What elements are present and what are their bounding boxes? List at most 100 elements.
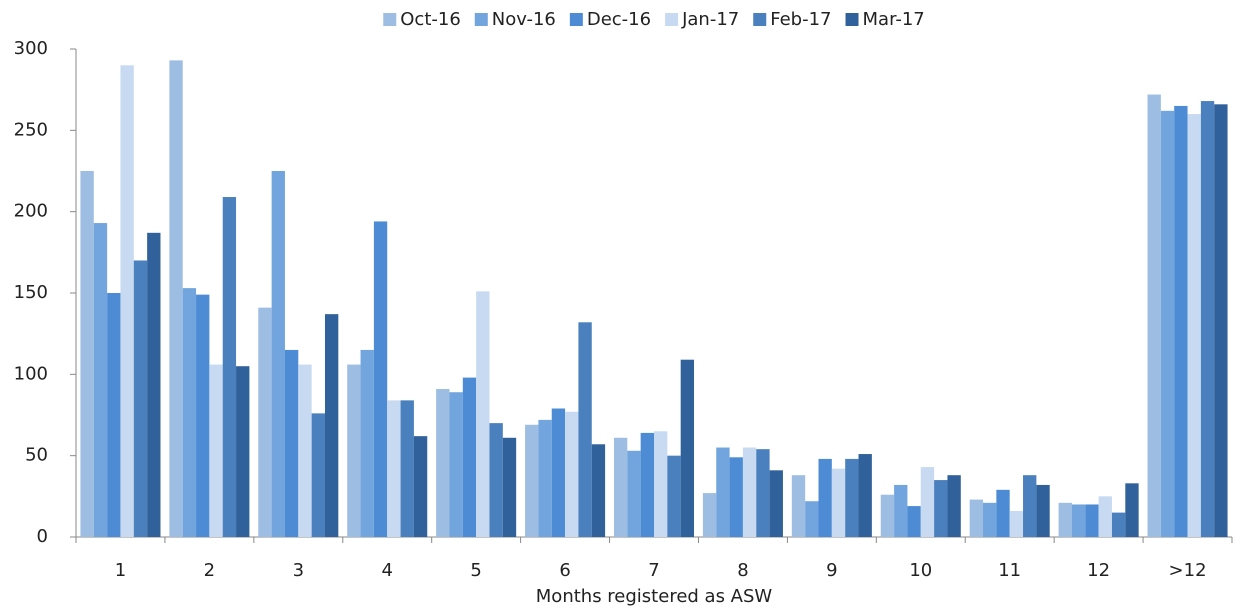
- bar: [742, 447, 757, 537]
- y-tick-label: 150: [14, 282, 48, 303]
- y-tick-label: 100: [14, 363, 48, 384]
- bar: [360, 349, 374, 537]
- bar: [449, 392, 463, 537]
- bar: [578, 322, 592, 537]
- bar: [729, 457, 743, 537]
- bar: [1200, 101, 1215, 537]
- legend-swatch: [753, 13, 767, 26]
- bar: [591, 444, 606, 537]
- legend-swatch: [665, 13, 679, 26]
- bar: [476, 291, 490, 537]
- bar: [613, 437, 628, 537]
- bar: [436, 388, 450, 537]
- bar: [680, 359, 695, 537]
- bar: [538, 419, 552, 537]
- bar: [1023, 475, 1037, 537]
- x-tick-label: 3: [293, 560, 304, 581]
- bar: [387, 400, 401, 537]
- bar: [1174, 105, 1188, 537]
- x-tick-label: >12: [1169, 560, 1207, 581]
- x-tick-label: 2: [204, 560, 215, 581]
- legend-swatch: [474, 13, 488, 26]
- bar: [1111, 512, 1126, 537]
- bar: [311, 413, 325, 537]
- bar: [489, 423, 503, 537]
- legend-label: Jan-17: [681, 9, 739, 30]
- bar: [258, 307, 272, 537]
- x-tick-label: 10: [909, 560, 932, 581]
- bar: [565, 411, 579, 537]
- bar: [1098, 496, 1112, 537]
- x-axis-label: Months registered as ASW: [536, 586, 773, 607]
- bar: [858, 454, 872, 537]
- bar: [222, 197, 237, 537]
- legend-swatch: [845, 13, 859, 26]
- x-tick-label: 11: [998, 560, 1021, 581]
- bar: [1187, 114, 1201, 538]
- bar: [462, 377, 477, 537]
- x-tick-label: 7: [648, 560, 659, 581]
- y-tick-label: 250: [14, 119, 48, 140]
- bar: [196, 294, 210, 537]
- bar: [1125, 483, 1139, 537]
- bar: [551, 408, 566, 537]
- bar: [133, 260, 148, 537]
- legend-label: Dec-16: [587, 9, 651, 30]
- bar: [818, 458, 832, 537]
- bar: [934, 480, 948, 537]
- bar: [169, 60, 183, 538]
- legend-label: Oct-16: [400, 9, 461, 30]
- bar: [1147, 94, 1161, 538]
- bar: [502, 437, 517, 537]
- bar: [969, 499, 984, 537]
- bar: [996, 489, 1010, 537]
- legend-label: Mar-17: [863, 9, 925, 30]
- bar: [1058, 502, 1072, 537]
- legend-label: Feb-17: [770, 9, 831, 30]
- x-tick-label: 4: [382, 560, 393, 581]
- x-tick-label: 6: [559, 560, 570, 581]
- bar: [298, 364, 312, 537]
- y-tick-label: 50: [25, 445, 48, 466]
- bar: [400, 400, 414, 537]
- bar: [1160, 110, 1175, 538]
- bar: [1009, 510, 1024, 537]
- bar: [1036, 484, 1050, 537]
- y-tick-label: 0: [37, 526, 48, 547]
- bar: [831, 468, 846, 537]
- bar: [907, 506, 921, 537]
- bar: [769, 470, 783, 537]
- bar: [107, 293, 121, 537]
- bar: [702, 493, 717, 537]
- bar: [805, 501, 819, 537]
- y-tick-label: 300: [14, 38, 48, 59]
- bar: [920, 467, 935, 537]
- bar: [845, 458, 859, 537]
- legend-swatch: [383, 13, 397, 26]
- x-tick-label: 8: [737, 560, 748, 581]
- bar: [271, 171, 285, 537]
- bar: [373, 221, 388, 537]
- bar: [209, 364, 223, 537]
- bar: [1071, 504, 1086, 537]
- bar: [627, 450, 641, 537]
- legend-label: Nov-16: [492, 9, 556, 30]
- bar: [791, 475, 806, 537]
- bar: [347, 364, 361, 537]
- x-tick-label: 12: [1087, 560, 1110, 581]
- bar: [80, 171, 94, 537]
- bar: [284, 349, 299, 537]
- bar: [894, 484, 908, 537]
- bar: [716, 447, 730, 537]
- bar: [182, 288, 197, 537]
- bar: [324, 314, 339, 537]
- bar: [413, 436, 428, 537]
- x-tick-label: 9: [826, 560, 837, 581]
- bar: [654, 431, 668, 537]
- bar: [93, 223, 108, 537]
- bar: [1214, 104, 1228, 537]
- bar: [947, 475, 961, 537]
- bar: [880, 494, 895, 537]
- x-tick-label: 1: [115, 560, 126, 581]
